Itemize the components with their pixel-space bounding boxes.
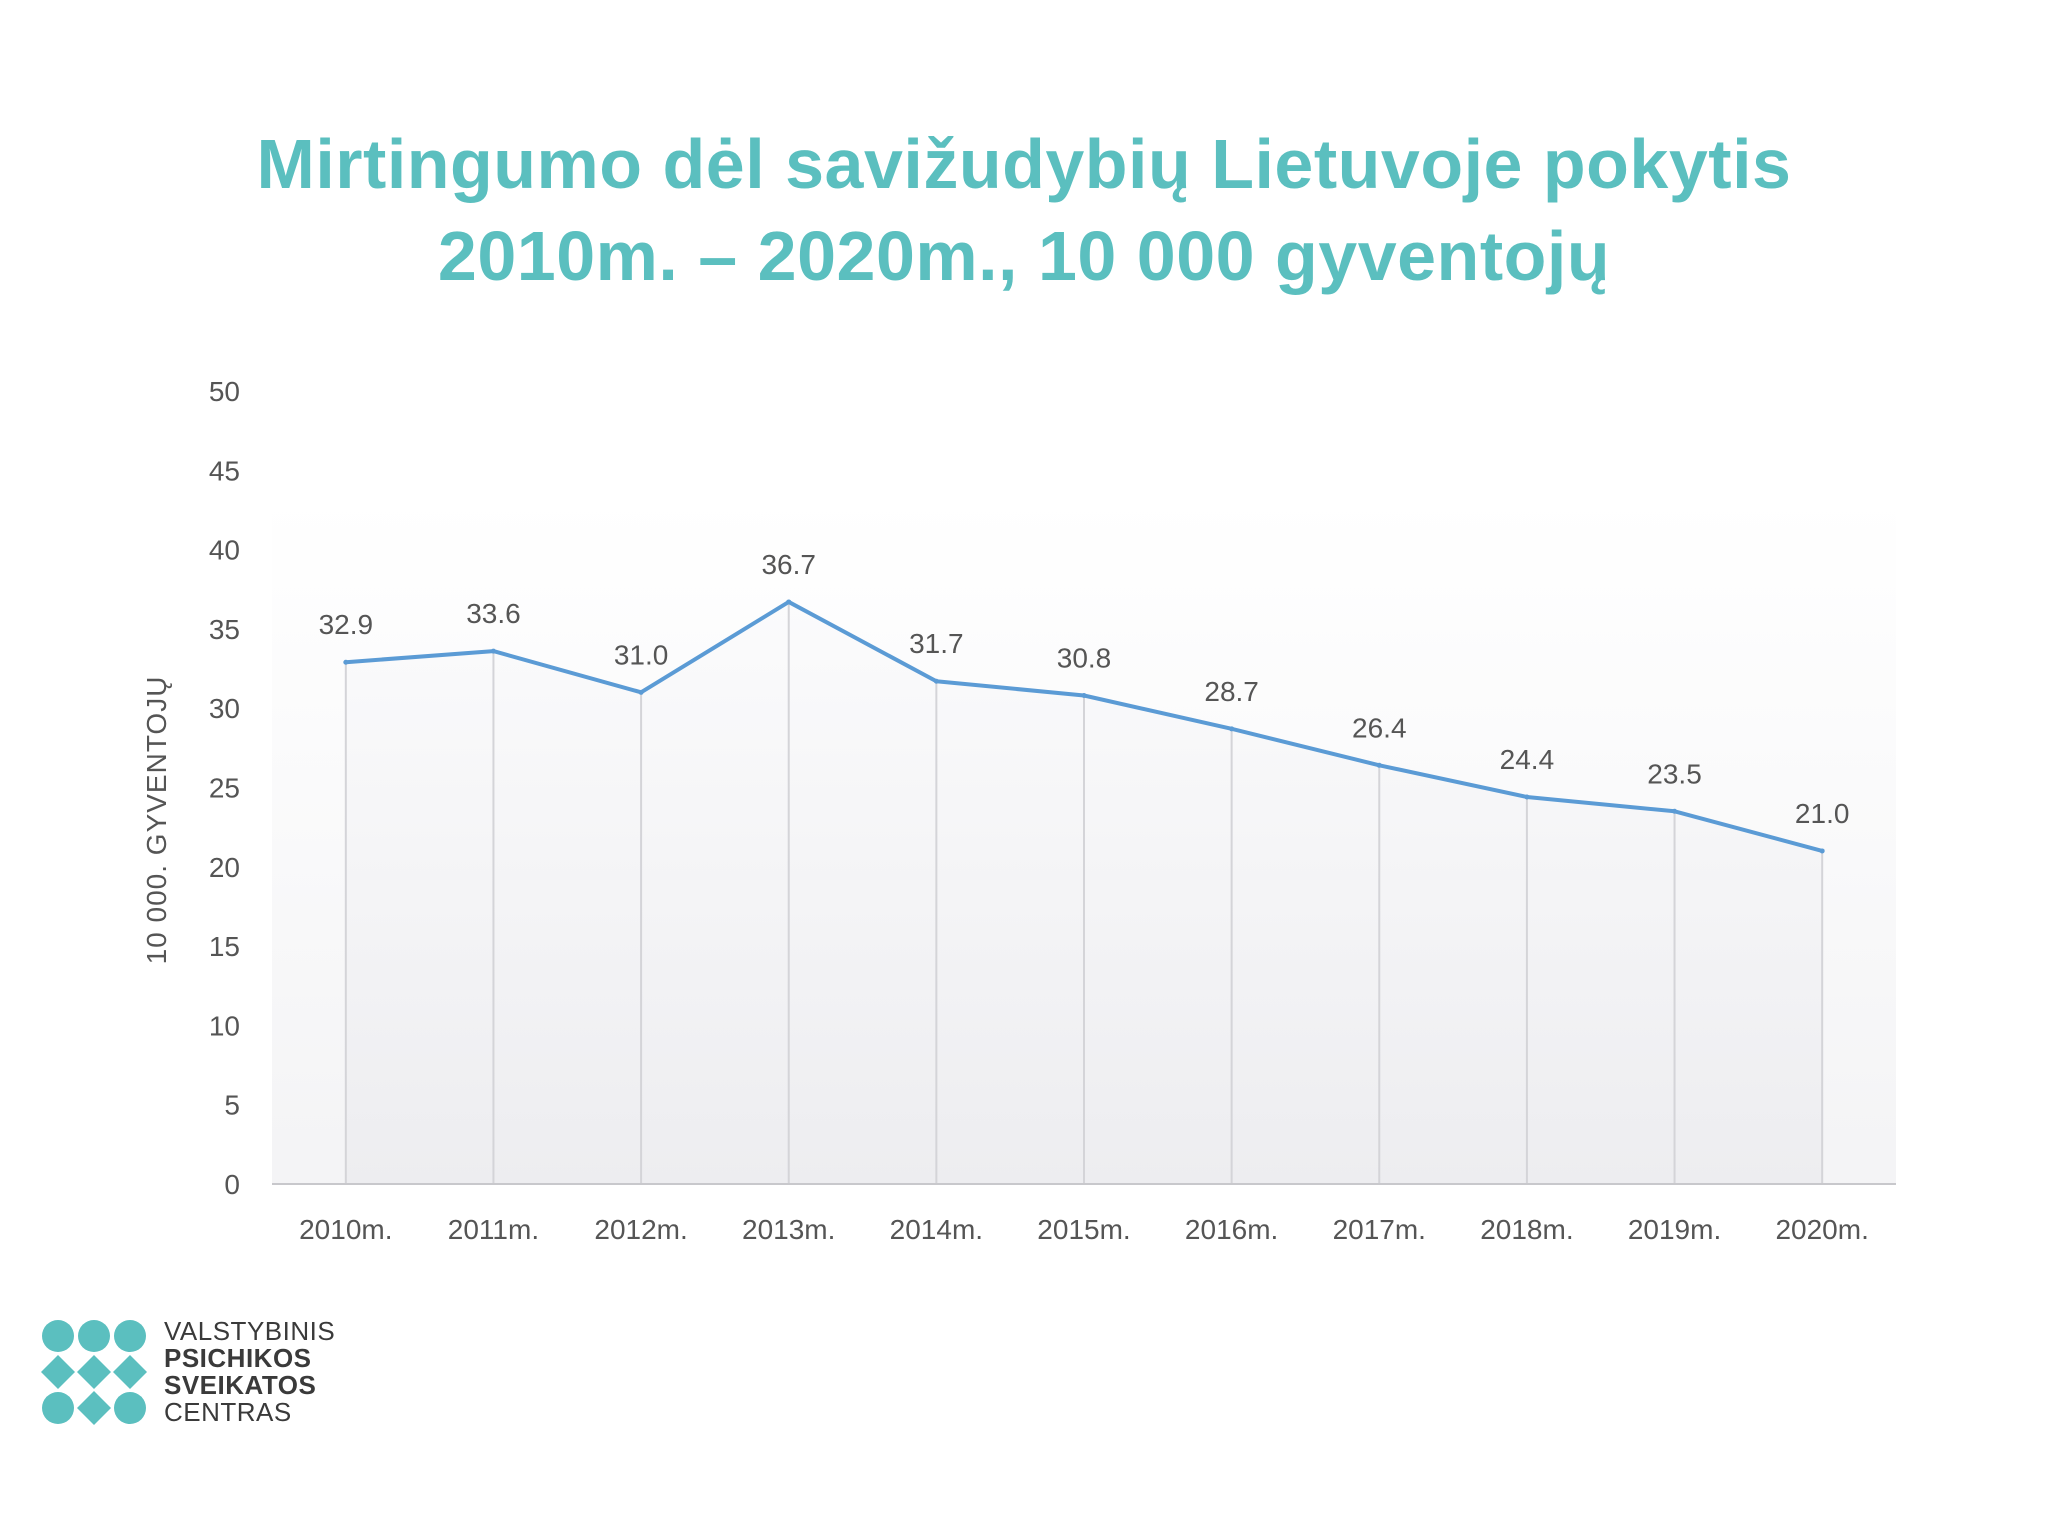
logo-diamond (77, 1391, 111, 1425)
data-point (490, 648, 496, 654)
logo-text: VALSTYBINIS PSICHIKOS SVEIKATOS CENTRAS (164, 1318, 335, 1426)
logo-line-1: VALSTYBINIS (164, 1316, 336, 1346)
logo-diamond (41, 1355, 75, 1389)
data-label: 31.0 (614, 639, 669, 670)
data-label: 26.4 (1352, 712, 1407, 743)
data-labels: 32.9 33.6 31.0 36.7 31.7 30.8 28.7 26.4 24.4 23.5… (319, 549, 1850, 829)
logo-line-4: CENTRAS (164, 1397, 292, 1427)
slide-title: Mirtingumo dėl savižudybių Lietuvoje pok… (0, 118, 2048, 302)
x-tick-label: 2017m. (1333, 1214, 1426, 1245)
data-label: 30.8 (1057, 643, 1112, 674)
data-label: 21.0 (1795, 798, 1850, 829)
y-tick-label: 30 (209, 693, 240, 724)
logo-dot (42, 1320, 74, 1352)
x-axis-ticks: 2010m. 2011m. 2012m. 2013m. 2014m. 2015m. 2016… (299, 1214, 1869, 1245)
y-tick-label: 15 (209, 931, 240, 962)
data-label: 23.5 (1647, 758, 1702, 789)
x-tick-label: 2010m. (299, 1214, 392, 1245)
data-label: 32.9 (319, 609, 374, 640)
x-tick-label: 2013m. (742, 1214, 835, 1245)
logo-dot (114, 1320, 146, 1352)
data-point (933, 678, 939, 684)
data-point (1819, 848, 1825, 854)
data-point (1524, 794, 1530, 800)
data-label: 33.6 (466, 598, 521, 629)
logo-dot (78, 1320, 110, 1352)
x-tick-label: 2011m. (448, 1214, 539, 1245)
data-point (638, 689, 644, 695)
data-point (343, 659, 349, 665)
data-point (1081, 693, 1087, 699)
data-point (1376, 762, 1382, 768)
y-tick-label: 45 (209, 455, 240, 486)
x-tick-label: 2014m. (890, 1214, 983, 1245)
y-tick-label: 25 (209, 773, 240, 804)
data-label: 36.7 (761, 549, 816, 580)
title-line-1: Mirtingumo dėl savižudybių Lietuvoje pok… (256, 125, 1792, 203)
title-line-2: 2010m. – 2020m., 10 000 gyventojų (437, 217, 1611, 295)
data-point (1672, 808, 1678, 814)
y-axis-ticks: 0 5 10 15 20 25 30 35 40 45 50 (209, 376, 240, 1200)
x-tick-label: 2012m. (594, 1214, 687, 1245)
logo-diamond (113, 1355, 147, 1389)
x-tick-label: 2018m. (1480, 1214, 1573, 1245)
logo-diamond (77, 1355, 111, 1389)
y-tick-label: 35 (209, 614, 240, 645)
y-tick-label: 10 (209, 1010, 240, 1041)
y-tick-label: 5 (224, 1090, 240, 1121)
series-line-layer (343, 599, 1825, 854)
x-tick-label: 2020m. (1775, 1214, 1868, 1245)
data-label: 24.4 (1500, 744, 1555, 775)
y-axis-label: 10 000. GYVENTOJŲ (141, 676, 172, 965)
y-tick-label: 50 (209, 376, 240, 407)
data-label: 31.7 (909, 628, 964, 659)
logo-line-3: SVEIKATOS (164, 1370, 317, 1400)
data-label: 28.7 (1204, 676, 1259, 707)
y-tick-label: 0 (224, 1169, 240, 1200)
data-point (786, 599, 792, 605)
logo-line-2: PSICHIKOS (164, 1343, 312, 1373)
drop-lines (344, 601, 1824, 1184)
data-point (1229, 726, 1235, 732)
logo-dot (114, 1392, 146, 1424)
x-tick-label: 2015m. (1037, 1214, 1130, 1245)
x-tick-label: 2016m. (1185, 1214, 1278, 1245)
logo-dot (42, 1392, 74, 1424)
logo-dots-icon (41, 1320, 147, 1425)
y-tick-label: 40 (209, 535, 240, 566)
x-tick-label: 2019m. (1628, 1214, 1721, 1245)
y-tick-label: 20 (209, 852, 240, 883)
logo: VALSTYBINIS PSICHIKOS SVEIKATOS CENTRAS (40, 1318, 340, 1438)
